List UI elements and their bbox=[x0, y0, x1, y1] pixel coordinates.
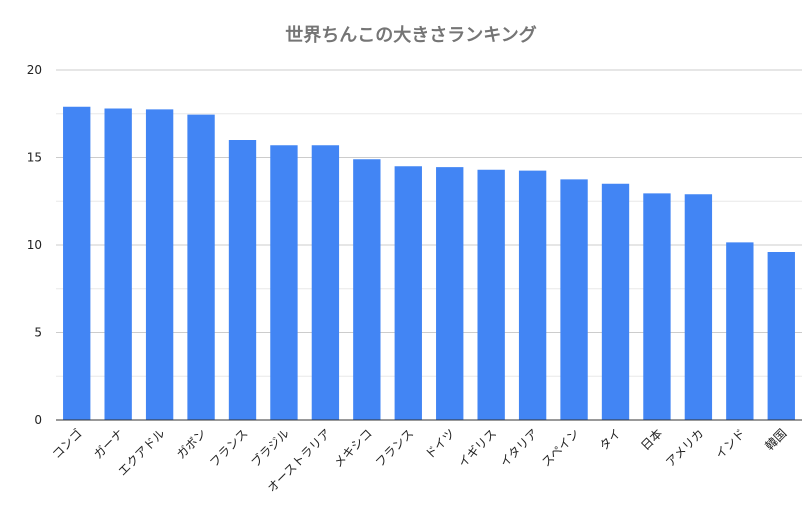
bar bbox=[601, 183, 630, 420]
y-tick-label: 15 bbox=[27, 151, 42, 165]
x-tick-label: インド bbox=[713, 426, 748, 461]
x-tick-label: 韓国 bbox=[763, 426, 790, 453]
x-tick-label: イタリア bbox=[497, 426, 541, 470]
bar bbox=[104, 108, 132, 420]
x-tick-label: フランス bbox=[207, 426, 251, 470]
x-tick-label: ガーナ bbox=[91, 426, 126, 461]
x-tick-label: ドイツ bbox=[422, 426, 457, 461]
bar bbox=[228, 140, 257, 420]
x-tick-label: アメリカ bbox=[663, 426, 706, 469]
chart-title: 世界ちんこの大きさランキング bbox=[285, 24, 536, 46]
bar bbox=[187, 114, 215, 420]
grid-layer bbox=[56, 69, 802, 377]
bar bbox=[767, 252, 795, 420]
bar bbox=[311, 145, 340, 420]
x-tick-label: ガボン bbox=[174, 426, 209, 461]
bar bbox=[270, 145, 298, 420]
bar bbox=[436, 167, 464, 420]
bar bbox=[477, 169, 505, 420]
y-tick-label: 0 bbox=[34, 413, 42, 427]
bars-layer bbox=[63, 106, 795, 420]
bar bbox=[684, 194, 713, 420]
x-tick-label: 日本 bbox=[638, 426, 665, 453]
y-tick-label: 10 bbox=[27, 238, 42, 252]
y-tick-labels: 0 5 10 15 20 bbox=[27, 63, 42, 427]
bar bbox=[726, 242, 754, 420]
bar bbox=[145, 109, 174, 420]
bar bbox=[394, 166, 422, 420]
x-tick-label: フランス bbox=[373, 426, 417, 470]
x-tick-label: スペイン bbox=[539, 426, 582, 469]
bar bbox=[518, 170, 547, 420]
bar bbox=[560, 179, 588, 420]
bar bbox=[643, 193, 671, 420]
x-tick-label: イギリス bbox=[455, 426, 499, 470]
bar bbox=[353, 159, 381, 420]
y-tick-label: 5 bbox=[34, 326, 42, 340]
x-tick-label: タイ bbox=[597, 426, 624, 453]
bar bbox=[63, 106, 91, 420]
x-tick-label: メキシコ bbox=[331, 426, 375, 470]
y-tick-label: 20 bbox=[27, 63, 42, 77]
x-tick-label: コンゴ bbox=[49, 426, 85, 462]
